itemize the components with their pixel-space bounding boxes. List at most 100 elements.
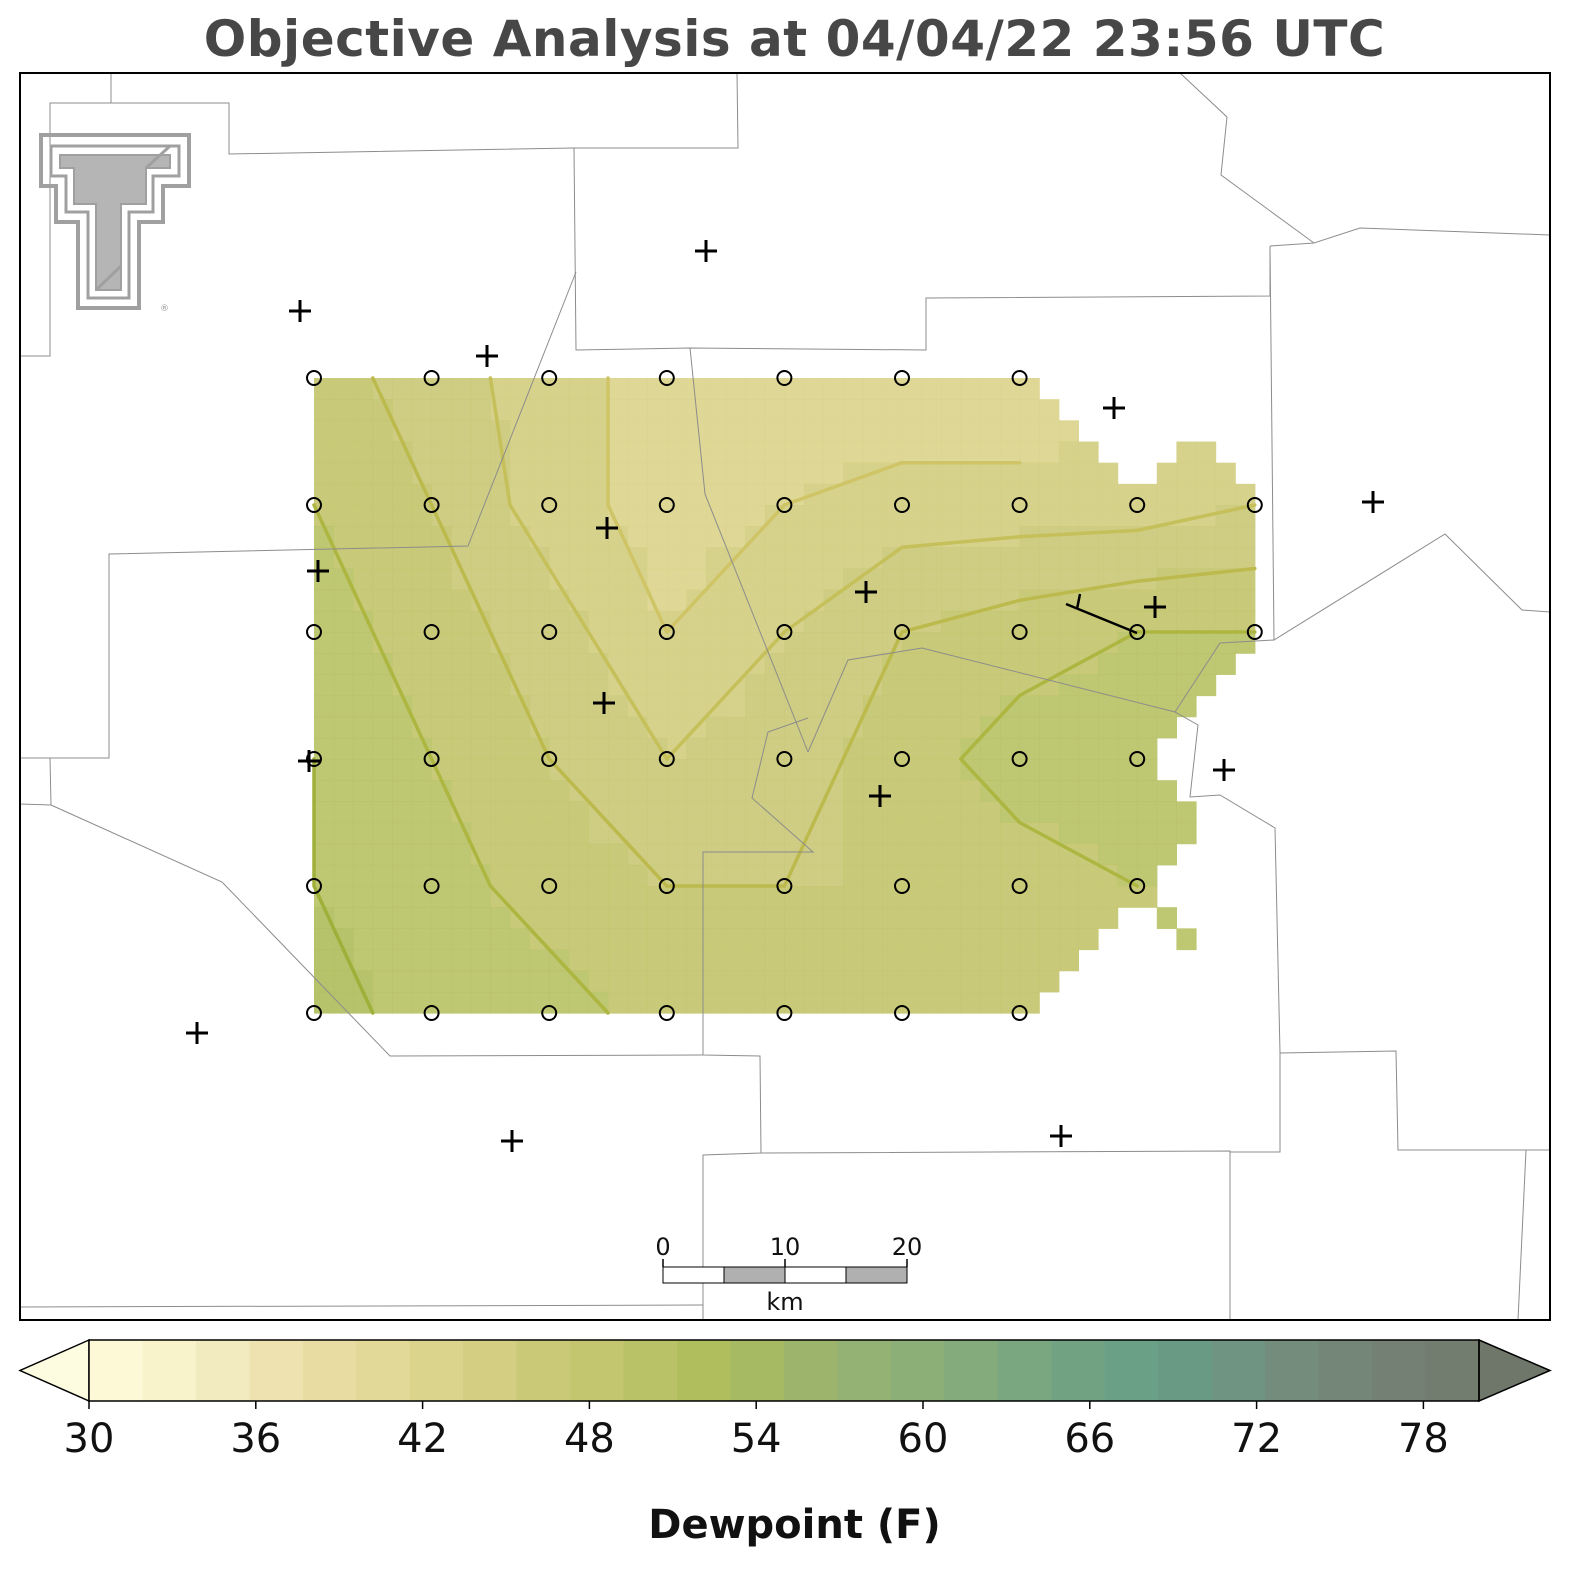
field-cell [823, 695, 844, 718]
colorbar-bin [1425, 1340, 1480, 1401]
field-cell [960, 928, 981, 951]
field-cell [1235, 610, 1256, 633]
field-cell [470, 674, 491, 697]
field-cell [921, 589, 942, 612]
field-cell [1078, 568, 1099, 591]
field-cell [1078, 780, 1099, 802]
field-cell [333, 547, 354, 570]
field-cell [1058, 928, 1079, 951]
field-cell [980, 399, 1001, 421]
field-cell [529, 864, 550, 887]
field-cell [333, 949, 354, 972]
field-cell [490, 970, 511, 993]
field-cell [706, 462, 727, 485]
field-cell [1156, 695, 1177, 718]
field-cell [902, 907, 923, 929]
field-cell [1196, 547, 1217, 570]
field-cell [745, 843, 766, 866]
field-cell [372, 399, 393, 421]
grid-point [894, 1005, 910, 1021]
field-cell [980, 378, 1001, 400]
field-cell [902, 547, 923, 570]
field-cell [980, 737, 1001, 760]
field-cell [980, 483, 1001, 506]
field-cell [627, 462, 648, 485]
field-cell [725, 441, 746, 464]
field-cell [314, 822, 335, 845]
field-cell [372, 780, 393, 802]
field-cell [1000, 822, 1021, 845]
field-cell [980, 505, 1001, 527]
field-cell [862, 695, 883, 718]
field-cell [627, 674, 648, 697]
field-cell [764, 991, 785, 1014]
field-cell [1039, 441, 1060, 464]
field-cell [627, 716, 648, 739]
field-cell [902, 653, 923, 675]
field-cell [549, 737, 570, 760]
field-cell [627, 610, 648, 633]
field-cell [862, 674, 883, 697]
field-cell [1058, 695, 1079, 718]
field-cell [608, 970, 629, 993]
field-cell [412, 610, 433, 633]
field-cell [608, 526, 629, 548]
field-cell [353, 886, 374, 908]
field-cell [823, 547, 844, 570]
field-cell [882, 780, 903, 802]
field-cell [372, 886, 393, 908]
field-cell [510, 949, 531, 972]
field-cell [529, 695, 550, 718]
field-cell [608, 801, 629, 824]
county-line [20, 271, 577, 759]
field-cell [1039, 632, 1060, 654]
field-cell [941, 695, 962, 718]
field-cell [1137, 695, 1158, 718]
field-cell [353, 441, 374, 464]
field-cell [725, 653, 746, 675]
field-cell [372, 970, 393, 993]
field-cell [451, 589, 472, 612]
field-cell [960, 462, 981, 485]
field-cell [804, 420, 825, 443]
field-cell [784, 399, 805, 421]
field-cell [725, 378, 746, 400]
field-cell [647, 568, 668, 591]
field-cell [706, 886, 727, 908]
field-cell [314, 632, 335, 654]
field-cell [529, 610, 550, 633]
colorbar-bin [837, 1340, 892, 1401]
field-cell [549, 907, 570, 929]
field-cell [823, 441, 844, 464]
field-cell [549, 822, 570, 845]
field-cell [706, 822, 727, 845]
field-cell [372, 949, 393, 972]
grid-point [1246, 497, 1263, 513]
field-cell [372, 801, 393, 824]
field-cell [627, 547, 648, 570]
field-cell [372, 737, 393, 760]
field-cell [529, 780, 550, 802]
field-cell [588, 441, 609, 464]
field-cell [588, 864, 609, 887]
field-cell [921, 864, 942, 887]
field-cell [333, 610, 354, 633]
field-cell [686, 610, 707, 633]
field-cell [745, 780, 766, 802]
field-cell [1098, 716, 1119, 739]
grid-point [423, 878, 440, 894]
field-cell [608, 399, 629, 421]
field-cell [843, 907, 864, 929]
field-cell [941, 843, 962, 866]
field-cell [431, 970, 452, 993]
field-cell [666, 674, 687, 697]
field-cell [1039, 716, 1060, 739]
field-cell [333, 928, 354, 951]
field-cell [784, 822, 805, 845]
field-cell [1000, 632, 1021, 654]
field-cell [1078, 737, 1099, 760]
field-cell [1039, 399, 1060, 421]
field-cell [353, 547, 374, 570]
field-cell [451, 674, 472, 697]
field-cell [960, 780, 981, 802]
